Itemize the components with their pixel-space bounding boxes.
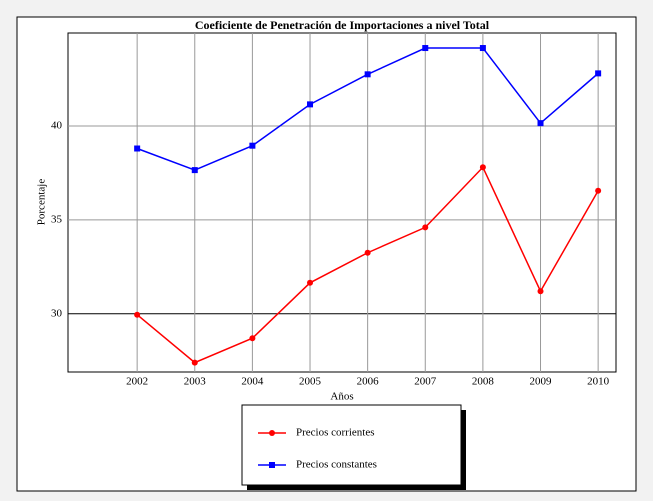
point — [307, 101, 314, 108]
point — [422, 224, 429, 231]
y-tick-label: 40 — [51, 119, 63, 131]
legend-label: Precios constantes — [296, 459, 377, 471]
x-tick-label: 2010 — [587, 376, 610, 388]
x-axis-label: Años — [330, 391, 353, 403]
point — [191, 167, 198, 174]
point — [595, 70, 602, 77]
x-tick-label: 2006 — [357, 376, 380, 388]
point — [134, 311, 141, 318]
point — [422, 45, 429, 52]
point — [364, 71, 371, 78]
y-tick-label: 30 — [51, 307, 63, 319]
point — [595, 187, 602, 194]
plot-area — [67, 32, 617, 373]
point — [537, 120, 544, 127]
point — [479, 164, 486, 171]
x-tick-label: 2007 — [414, 376, 437, 388]
y-axis-label: Porcentaje — [36, 179, 48, 226]
legend-marker — [269, 430, 275, 436]
x-tick-label: 2004 — [241, 376, 264, 388]
point — [191, 359, 198, 366]
point — [479, 45, 486, 52]
point — [249, 142, 256, 149]
x-tick-label: 2009 — [530, 376, 553, 388]
point — [307, 279, 314, 286]
legend-marker — [269, 462, 275, 468]
y-tick-label: 35 — [51, 213, 63, 225]
point — [364, 249, 371, 256]
legend-label: Precios corrientes — [296, 427, 375, 439]
x-tick-label: 2005 — [299, 376, 322, 388]
point — [249, 335, 256, 342]
point — [537, 288, 544, 295]
point — [134, 145, 141, 152]
x-tick-label: 2008 — [472, 376, 495, 388]
legend — [241, 404, 462, 486]
chart-title: Coeficiente de Penetración de Importacio… — [195, 18, 490, 32]
x-tick-label: 2002 — [126, 376, 148, 388]
x-tick-label: 2003 — [184, 376, 207, 388]
